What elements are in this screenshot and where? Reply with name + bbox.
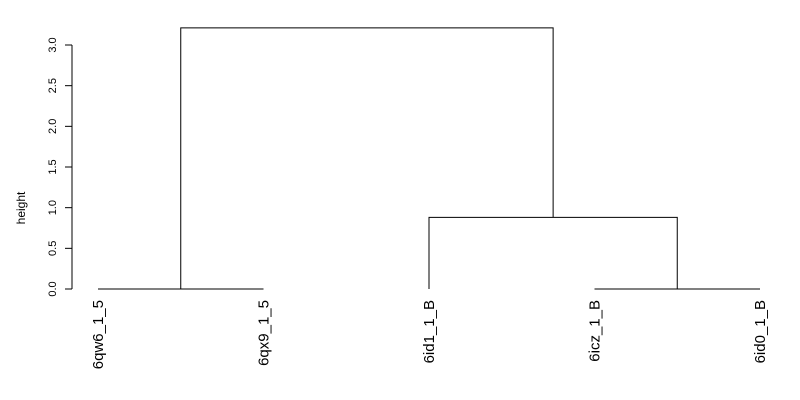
dendrogram-branches bbox=[98, 27, 760, 290]
y-tick-label: 2.0 bbox=[47, 119, 59, 134]
y-tick-label: 0.0 bbox=[47, 281, 59, 296]
leaf-label: 6id0_1_B bbox=[752, 300, 769, 363]
dendrogram-branch bbox=[180, 27, 554, 289]
y-tick-label: 2.5 bbox=[47, 78, 59, 93]
leaf-label: 6qw6_1_5 bbox=[90, 300, 107, 369]
leaf-label: 6icz_1_B bbox=[587, 300, 604, 362]
leaf-labels: 6qw6_1_5 6qx9_1_5 6id1_1_B 6icz_1_B 6id0_1_B bbox=[90, 300, 769, 369]
y-tick-label: 3.0 bbox=[47, 37, 59, 52]
y-ticks: 0.0 0.5 1.0 1.5 2.0 2.5 3.0 bbox=[47, 37, 72, 297]
y-tick-label: 1.0 bbox=[47, 200, 59, 215]
leaf-label: 6id1_1_B bbox=[421, 300, 438, 363]
dendrogram-branch bbox=[428, 216, 678, 289]
y-tick-label: 0.5 bbox=[47, 241, 59, 256]
leaf-label: 6qx9_1_5 bbox=[256, 300, 273, 366]
y-tick-label: 1.5 bbox=[47, 159, 59, 174]
y-axis-label: height bbox=[14, 191, 28, 224]
